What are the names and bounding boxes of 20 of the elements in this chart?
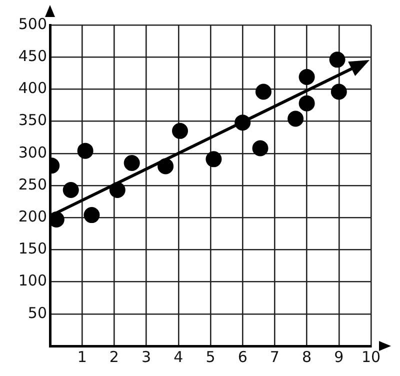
y-tick-label: 450 [18, 46, 47, 65]
y-tick-label: 350 [18, 111, 47, 130]
x-tick-label: 3 [142, 348, 152, 366]
x-tick-label: 8 [302, 348, 312, 366]
y-tick-label: 100 [18, 272, 47, 290]
y-tick-label: 300 [18, 143, 47, 162]
x-tick-label: 1 [77, 348, 87, 366]
y-tick-label: 400 [18, 79, 47, 98]
x-tick-label: 2 [109, 348, 119, 366]
x-tick-label: 5 [206, 348, 216, 366]
x-tick-label: 7 [270, 348, 280, 366]
x-tick-label: 6 [238, 348, 248, 366]
x-tick-label: 10 [361, 348, 381, 366]
y-tick-label: 50 [28, 304, 47, 322]
x-tick-label: 9 [334, 348, 344, 366]
y-tick-label: 150 [18, 240, 47, 258]
y-tick-label: 200 [18, 207, 47, 226]
x-tick-label: 4 [174, 348, 184, 366]
y-tick-label: 500 [18, 14, 47, 33]
y-tick-label: 250 [18, 175, 47, 194]
